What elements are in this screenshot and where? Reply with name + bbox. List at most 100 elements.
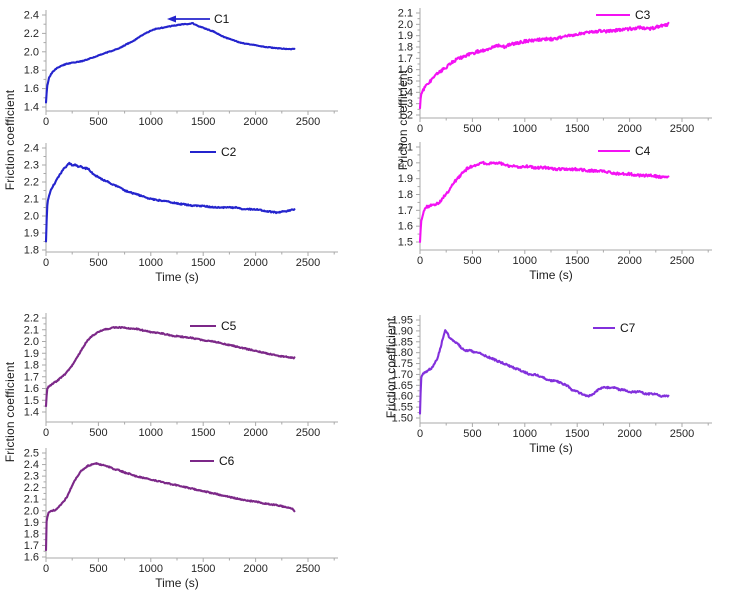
chart-c7: 0 500 1000 1500 2000 2500 1.501.551.601.651.70… [392,315,712,455]
c2-y-tick-label: 2.2 [24,177,39,189]
c4-x-axis-title: Time (s) [529,268,573,282]
c4-x-tick-label: 1500 [565,255,589,267]
c6-y-tick-label: 1.9 [24,517,39,529]
c7-x-tick-label: 2500 [670,428,694,440]
c6-legend-label: C6 [219,454,235,468]
c6-y-tick-label: 2.3 [24,471,39,483]
c2-x-tick-label: 500 [89,257,107,269]
c2-x-tick-label: 2500 [296,257,320,269]
c7-y-tick-label: 1.85 [392,336,413,348]
c3-y-tick-label: 1.4 [398,87,413,99]
chart-c4: 0 500 1000 1500 2000 2500 1.5 1.6 1.7 1.8 1.9 2.0 2.… [398,142,712,282]
c6-x-tick-label: 2000 [243,563,267,575]
c6-y-tick-label: 2.5 [24,448,39,460]
c5-y-tick-label: 1.9 [24,348,39,360]
c4-y-tick-label: 1.7 [398,205,413,217]
c4-x-tick-label: 2500 [670,255,694,267]
c4-y-tick-label: 2.1 [398,142,413,154]
c3-y-tick-label: 1.5 [398,76,413,88]
c4-x-tick-label: 500 [463,255,481,267]
c5-y-tick-label: 2.0 [24,336,39,348]
c3-y-tick-label: 1.9 [398,30,413,42]
c5-y-tick-label: 2.2 [24,313,39,325]
c2-y-tick-label: 1.9 [24,228,39,240]
c3-y-tick-label: 1.8 [398,42,413,54]
c3-y-tick-label: 2.0 [398,19,413,31]
c5-y-tick-label: 1.8 [24,360,39,372]
c7-x-tick-label: 1000 [513,428,537,440]
c1-x-tick-label: 1500 [191,116,215,128]
c3-x-tick-label: 2000 [617,123,641,135]
c3-series-line [418,21,670,110]
chart-c1: 0 500 1000 1500 2000 2500 1.4 1.6 1.8 2.0 2.2 2.4 C1 [24,10,338,128]
c6-y-tick-label: 1.7 [24,540,39,552]
c3-y-tick-label: 1.6 [398,64,413,76]
c1-legend-arrow-icon [167,15,176,23]
c6-y-tick-label: 2.0 [24,505,39,517]
c6-y-tick-label: 1.6 [24,552,39,564]
c6-y-tick-label: 2.4 [24,459,39,471]
c7-x-tick-label: 1500 [565,428,589,440]
c1-y-tick-label: 1.8 [24,65,39,77]
c6-y-tick-label: 2.2 [24,482,39,494]
c7-x-tick-label: 0 [417,428,423,440]
c5-y-tick-label: 1.5 [24,395,39,407]
c1-y-tick-label: 2.0 [24,46,39,58]
c7-y-tick-label: 1.60 [392,391,413,403]
c7-y-tick-label: 1.65 [392,380,413,392]
c1-series-line [44,22,296,104]
c3-x-tick-label: 0 [417,123,423,135]
c2-x-tick-label: 1000 [139,257,163,269]
c3-x-tick-label: 1000 [513,123,537,135]
c5-x-tick-label: 1500 [191,427,215,439]
c1-y-tick-label: 1.4 [24,102,39,114]
c4-y-tick-label: 1.6 [398,221,413,233]
c2-y-tick-label: 2.3 [24,160,39,172]
c7-x-tick-label: 2000 [617,428,641,440]
c7-y-tick-label: 1.95 [392,315,413,327]
c7-y-tick-label: 1.55 [392,402,413,414]
c1-y-tick-label: 2.4 [24,10,39,22]
c6-x-tick-label: 1000 [139,563,163,575]
chart-c6: 0 500 1000 1500 2000 25001.61.71.81.92.02.12.… [24,448,338,590]
c2-x-axis-title: Time (s) [155,270,199,284]
c6-y-tick-label: 2.1 [24,494,39,506]
c4-y-tick-label: 1.8 [398,189,413,201]
c2-x-tick-label: 1500 [191,257,215,269]
c5-y-tick-label: 1.6 [24,383,39,395]
c3-y-tick-label: 1.2 [398,110,413,122]
c1-y-tick-label: 2.2 [24,28,39,40]
c2-y-tick-label: 2.4 [24,143,39,155]
c6-x-tick-label: 2500 [296,563,320,575]
c2-y-tick-label: 2.0 [24,211,39,223]
c6-x-tick-label: 500 [89,563,107,575]
c4-y-tick-label: 2.0 [398,157,413,169]
c3-y-tick-label: 1.3 [398,98,413,110]
c1-x-tick-label: 1000 [139,116,163,128]
c5-x-tick-label: 2000 [243,427,267,439]
c5-y-tick-label: 1.4 [24,407,39,419]
c3-x-tick-label: 1500 [565,123,589,135]
c2-x-tick-label: 2000 [243,257,267,269]
c7-y-tick-label: 1.75 [392,358,413,370]
c7-series-line [418,329,670,415]
c5-x-tick-label: 2500 [296,427,320,439]
c7-y-tick-label: 1.90 [392,325,413,337]
chart-c5: 0 500 1000 1500 2000 25001.41.51.61.71.81.92.… [24,313,338,439]
c5-y-tick-label: 2.1 [24,324,39,336]
c6-series-line [44,462,296,552]
c6-x-tick-label: 0 [43,563,49,575]
c6-y-tick-label: 1.8 [24,528,39,540]
c6-x-tick-label: 1500 [191,563,215,575]
c2-legend-label: C2 [221,145,237,159]
c4-x-tick-label: 0 [417,255,423,267]
c7-y-tick-label: 1.80 [392,347,413,359]
c7-y-tick-label: 1.50 [392,413,413,425]
c7-x-tick-label: 500 [463,428,481,440]
c4-series-line [418,160,670,244]
c4-legend-label: C4 [635,144,651,158]
c4-y-tick-label: 1.9 [398,173,413,185]
c4-y-tick-label: 1.5 [398,237,413,249]
c1-x-tick-label: 0 [43,116,49,128]
c4-x-tick-label: 1000 [513,255,537,267]
